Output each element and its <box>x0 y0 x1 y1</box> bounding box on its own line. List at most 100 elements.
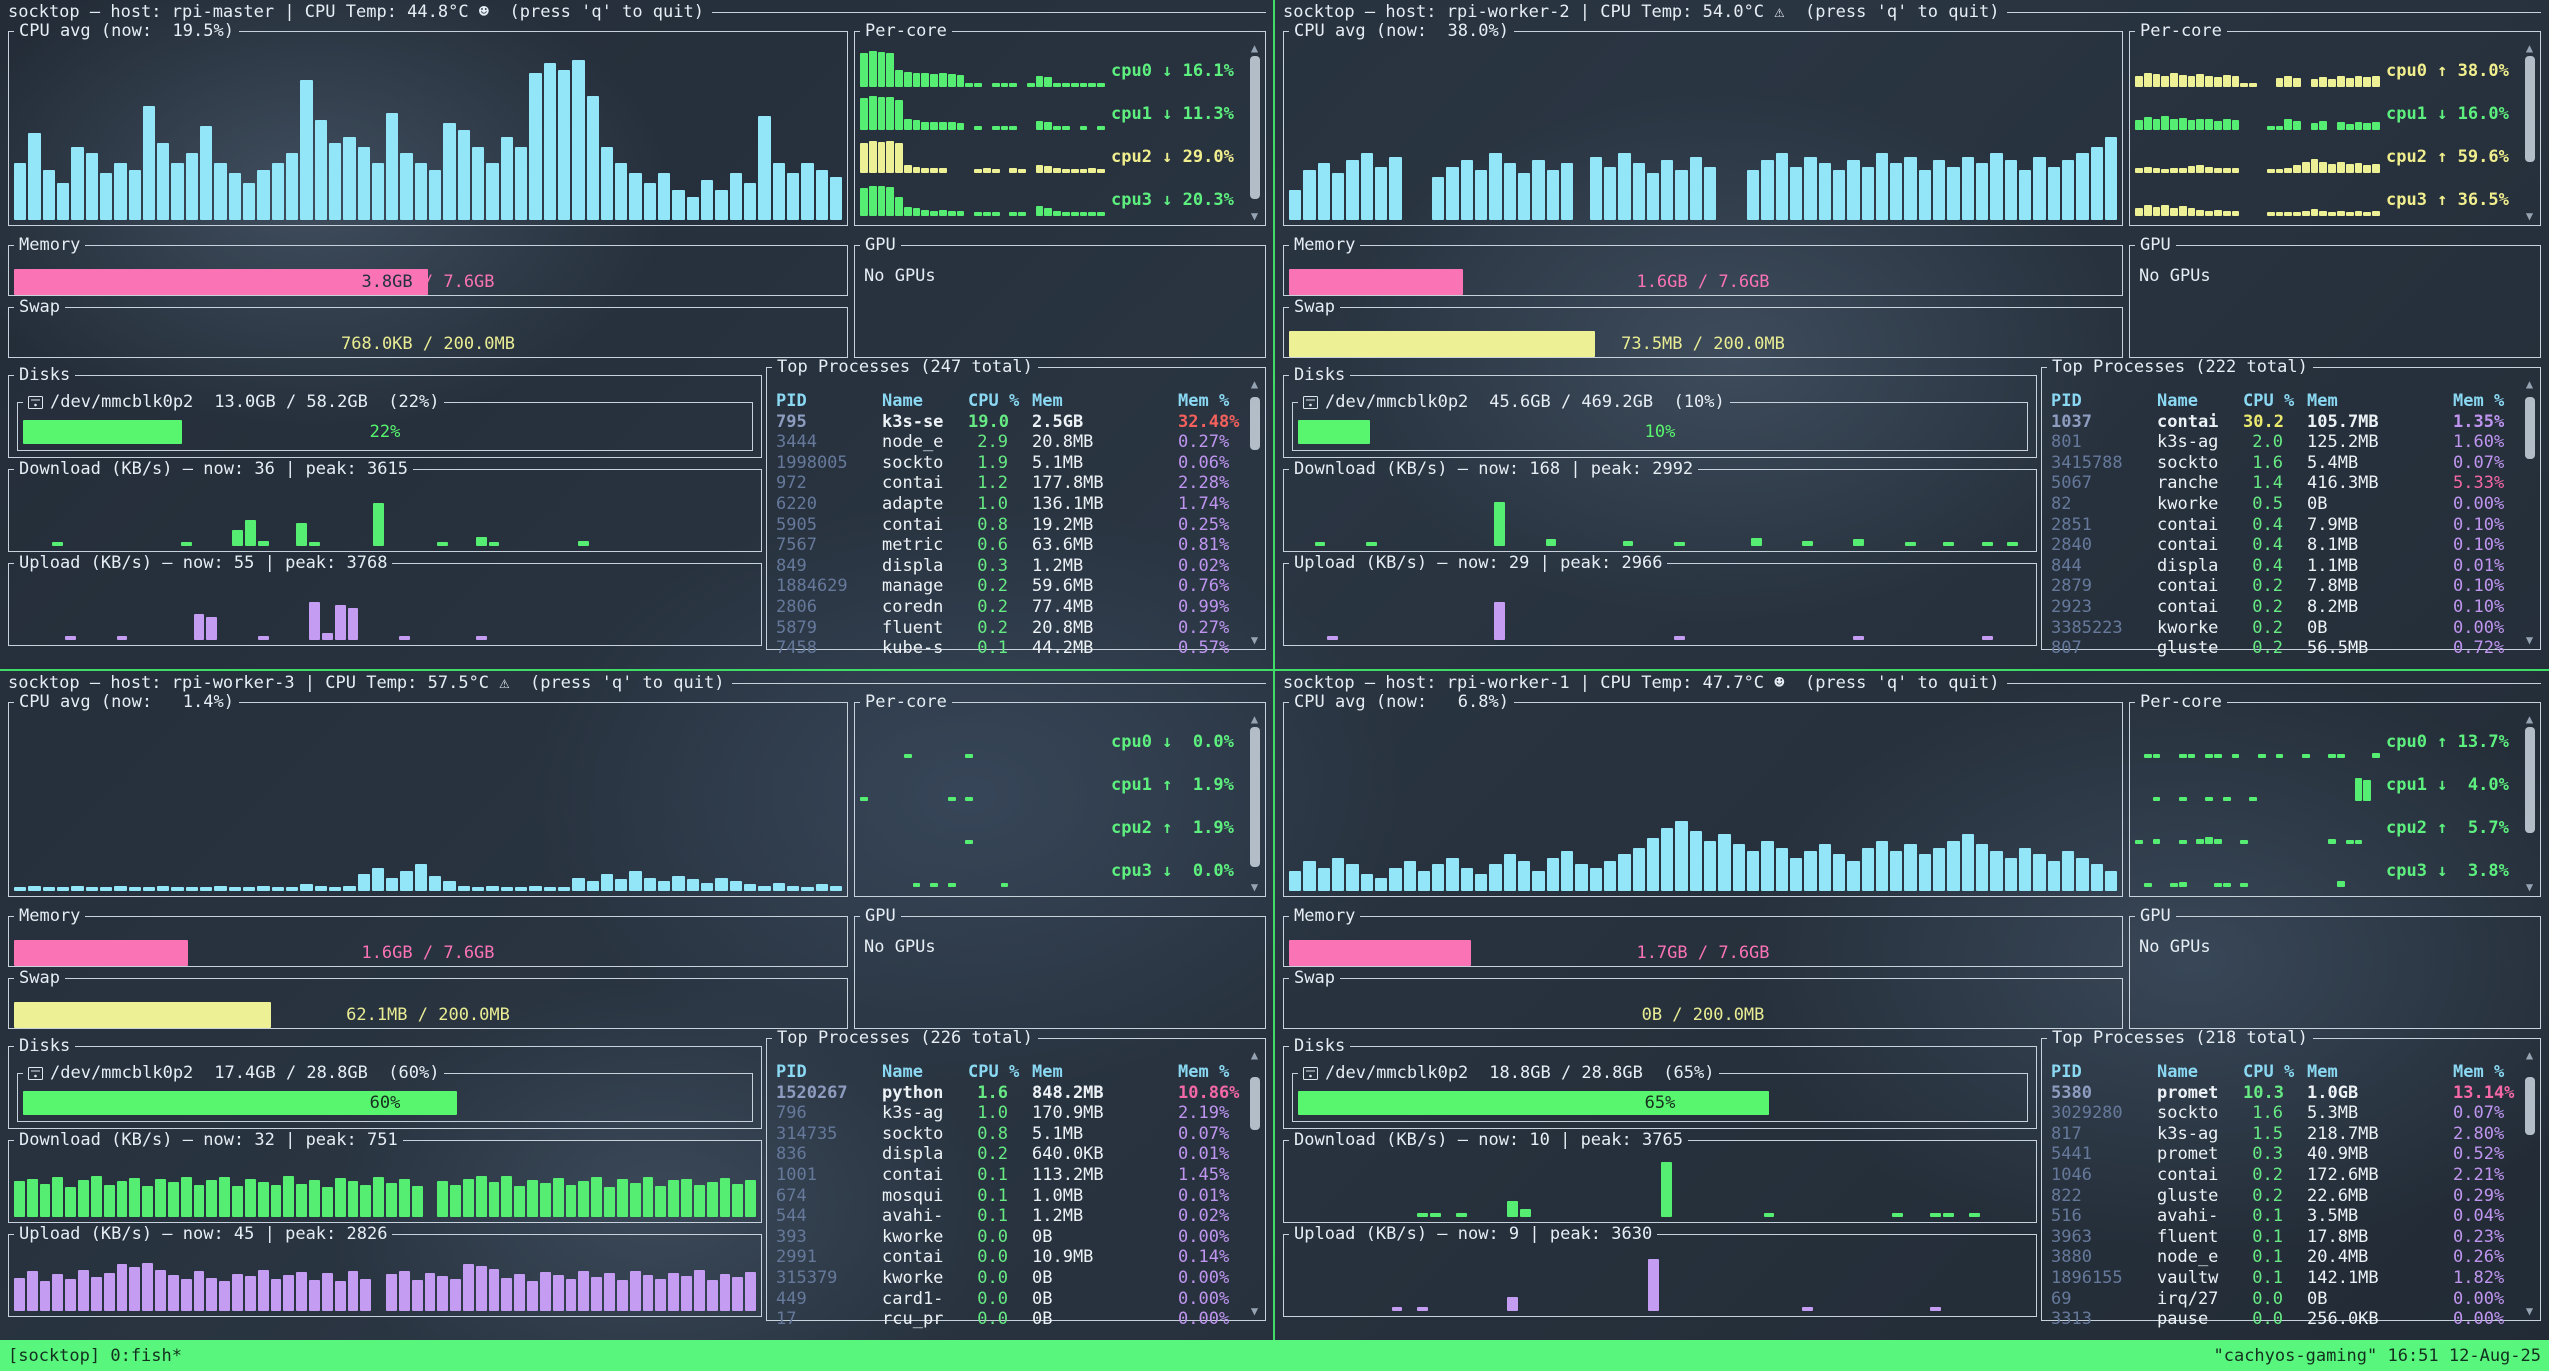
process-column-header[interactable]: PID <box>776 391 807 411</box>
status-window-tab[interactable]: [socktop] 0:fish* <box>8 1345 182 1366</box>
scrollbar-thumb[interactable] <box>1249 56 1260 199</box>
scroll-down-icon[interactable]: ▼ <box>1250 209 1259 223</box>
upload-history-bar <box>552 1274 564 1311</box>
scrollbar-track[interactable] <box>1249 56 1260 208</box>
scroll-up-icon[interactable]: ▲ <box>2525 41 2534 55</box>
process-column-header[interactable]: PID <box>2051 391 2082 411</box>
cpu-history-bar <box>271 163 284 220</box>
process-scrollbar[interactable]: ▲ ▼ <box>2521 378 2538 646</box>
process-column-header[interactable]: CPU % • <box>2243 1062 2295 1082</box>
scroll-down-icon[interactable]: ▼ <box>2525 1304 2534 1318</box>
per-core-scrollbar[interactable]: ▲ ▼ <box>2521 713 2538 893</box>
core-sparkline <box>860 49 1105 92</box>
core-history-bar <box>2205 166 2214 173</box>
process-column-header[interactable]: Mem <box>1032 1062 1063 1082</box>
process-column-header[interactable]: Mem % <box>2453 1062 2505 1082</box>
scroll-up-icon[interactable]: ▲ <box>2525 1048 2534 1062</box>
cpu-cell: 0.1 <box>2252 1247 2283 1268</box>
scroll-down-icon[interactable]: ▼ <box>1250 633 1259 647</box>
download-history-bar <box>1494 502 1506 546</box>
core-history-bar <box>2214 209 2222 216</box>
core-history-bar <box>2336 122 2345 130</box>
process-column-header[interactable]: Mem <box>2307 391 2338 411</box>
per-core-scrollbar[interactable]: ▲ ▼ <box>1246 42 1263 222</box>
core-history-bar <box>974 212 982 216</box>
process-column-header[interactable]: PID <box>2051 1062 2082 1082</box>
process-column-header[interactable]: Name <box>2157 1062 2198 1082</box>
socktop-pane: socktop — host: rpi-worker-3 | CPU Temp:… <box>0 671 1274 1340</box>
scroll-up-icon[interactable]: ▲ <box>1250 377 1259 391</box>
scrollbar-thumb[interactable] <box>2524 56 2535 163</box>
scroll-down-icon[interactable]: ▼ <box>2525 209 2534 223</box>
scrollbar-thumb[interactable] <box>2524 1077 2535 1135</box>
download-title: Download (KB/s) — now: 36 | peak: 3615 <box>19 459 408 479</box>
cpu-history-bar <box>243 887 256 891</box>
process-scrollbar[interactable]: ▲ ▼ <box>1246 378 1263 646</box>
core-history-bar <box>2275 169 2284 173</box>
scroll-up-icon[interactable]: ▲ <box>1250 41 1259 55</box>
scrollbar-thumb[interactable] <box>1249 727 1260 867</box>
scroll-up-icon[interactable]: ▲ <box>1250 712 1259 726</box>
per-core-scrollbar[interactable]: ▲ ▼ <box>2521 42 2538 222</box>
core-history-bar <box>1079 212 1088 216</box>
pid-cell: 2840 <box>2051 535 2092 556</box>
process-column-header[interactable]: Name <box>882 391 923 411</box>
process-column-header[interactable]: Mem % <box>1178 391 1230 411</box>
process-column-header[interactable]: CPU % • <box>2243 391 2295 411</box>
cpu-cell: 1.4 <box>2252 473 2283 494</box>
cpu-history-bar <box>1618 153 1631 220</box>
process-column-header[interactable]: Mem % <box>1178 1062 1230 1082</box>
process-column-header[interactable]: Mem <box>2307 1062 2338 1082</box>
upload-history-bar <box>257 1270 269 1311</box>
upload-history-bar <box>1930 1307 1942 1311</box>
core-history-bar <box>2275 212 2284 216</box>
scroll-down-icon[interactable]: ▼ <box>1250 880 1259 894</box>
scroll-up-icon[interactable]: ▲ <box>1250 1048 1259 1062</box>
process-column-header[interactable]: Mem <box>1032 391 1063 411</box>
core-history-bar <box>2319 120 2328 130</box>
scrollbar-thumb[interactable] <box>1249 1077 1260 1131</box>
scrollbar-track[interactable] <box>1249 392 1260 632</box>
process-column-header[interactable]: Mem % <box>2453 391 2505 411</box>
scrollbar-thumb[interactable] <box>2524 727 2535 834</box>
process-column-header[interactable]: Name <box>882 1062 923 1082</box>
core-history-bar <box>895 69 903 87</box>
process-column-header[interactable]: CPU % • <box>968 1062 1020 1082</box>
mem-pct-cell: 0.00% <box>1178 1309 1230 1330</box>
upload-history-bar <box>411 1280 423 1311</box>
cpu-cell: 0.1 <box>2252 1206 2283 1227</box>
scrollbar-track[interactable] <box>1249 727 1260 879</box>
scrollbar-track[interactable] <box>2524 56 2535 208</box>
process-column-header[interactable]: CPU % • <box>968 391 1020 411</box>
scrollbar-track[interactable] <box>2524 727 2535 879</box>
scroll-down-icon[interactable]: ▼ <box>1250 1304 1259 1318</box>
cpu-history-bar <box>114 886 127 891</box>
scroll-down-icon[interactable]: ▼ <box>2525 633 2534 647</box>
process-column-header[interactable]: PID <box>776 1062 807 1082</box>
core-history-bar <box>2301 162 2310 173</box>
scroll-up-icon[interactable]: ▲ <box>2525 377 2534 391</box>
scrollbar-thumb[interactable] <box>2524 396 2535 460</box>
core-history-bar <box>947 797 956 801</box>
process-scrollbar[interactable]: ▲ ▼ <box>1246 1049 1263 1317</box>
process-scrollbar[interactable]: ▲ ▼ <box>2521 1049 2538 1317</box>
name-cell: contai <box>2157 514 2219 535</box>
scroll-up-icon[interactable]: ▲ <box>2525 712 2534 726</box>
process-column-header[interactable]: Name <box>2157 391 2198 411</box>
pane-divider-horizontal[interactable] <box>0 669 2549 671</box>
cpu-history-bar <box>829 886 843 891</box>
cpu-history-bar <box>400 153 413 220</box>
cpu-history-bar <box>1704 840 1717 891</box>
scrollbar-track[interactable] <box>2524 392 2535 632</box>
swap-title: Swap <box>19 297 60 317</box>
cpu-history-bar <box>1747 169 1760 220</box>
scrollbar-track[interactable] <box>1249 1063 1260 1303</box>
scrollbar-track[interactable] <box>2524 1063 2535 1303</box>
download-history-bar <box>206 1180 218 1217</box>
per-core-row: cpu2 ↓ 29.0% <box>860 135 1241 178</box>
scroll-down-icon[interactable]: ▼ <box>2525 880 2534 894</box>
cpu-history-bar <box>1646 837 1660 891</box>
scrollbar-thumb[interactable] <box>1249 396 1260 450</box>
pid-cell: 849 <box>776 555 807 576</box>
per-core-scrollbar[interactable]: ▲ ▼ <box>1246 713 1263 893</box>
